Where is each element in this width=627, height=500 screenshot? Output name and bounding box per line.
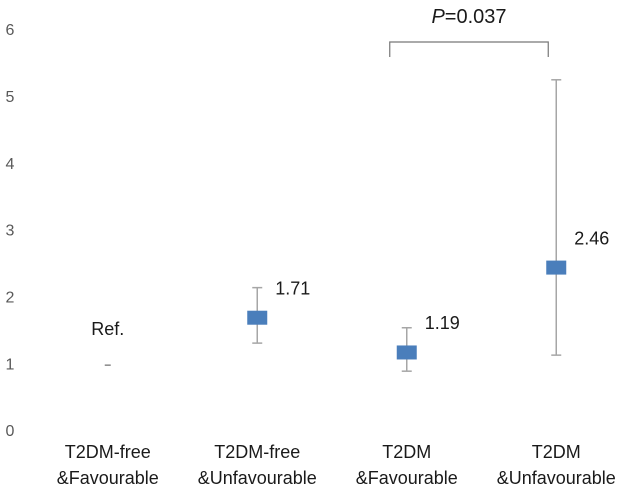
y-tick-label: 3: [6, 223, 15, 240]
y-tick-label: 4: [6, 156, 15, 173]
data-label: 2.46: [574, 228, 609, 248]
x-tick-label: &Favourable: [57, 468, 159, 488]
y-tick-label: 5: [6, 89, 15, 106]
y-tick-label: 1: [6, 356, 15, 373]
x-tick-label: T2DM-free: [214, 442, 300, 462]
x-tick-label: T2DM: [382, 442, 431, 462]
annotation: P=0.037: [431, 6, 506, 28]
x-tick-label: T2DM: [532, 442, 581, 462]
x-tick-label: T2DM-free: [65, 442, 151, 462]
marker: [396, 345, 417, 360]
x-tick-label: &Favourable: [356, 468, 458, 488]
data-label: Ref.: [91, 319, 124, 339]
data-label: 1.71: [275, 278, 310, 298]
y-tick-label: 6: [6, 22, 15, 39]
y-tick-label: 2: [6, 290, 15, 307]
marker: [546, 260, 567, 275]
y-tick-label: 0: [6, 423, 15, 440]
x-tick-label: &Unfavourable: [198, 468, 317, 488]
x-tick-label: &Unfavourable: [497, 468, 616, 488]
significance-bracket: [389, 41, 549, 57]
data-label: 1.19: [425, 313, 460, 333]
marker: [247, 310, 268, 325]
